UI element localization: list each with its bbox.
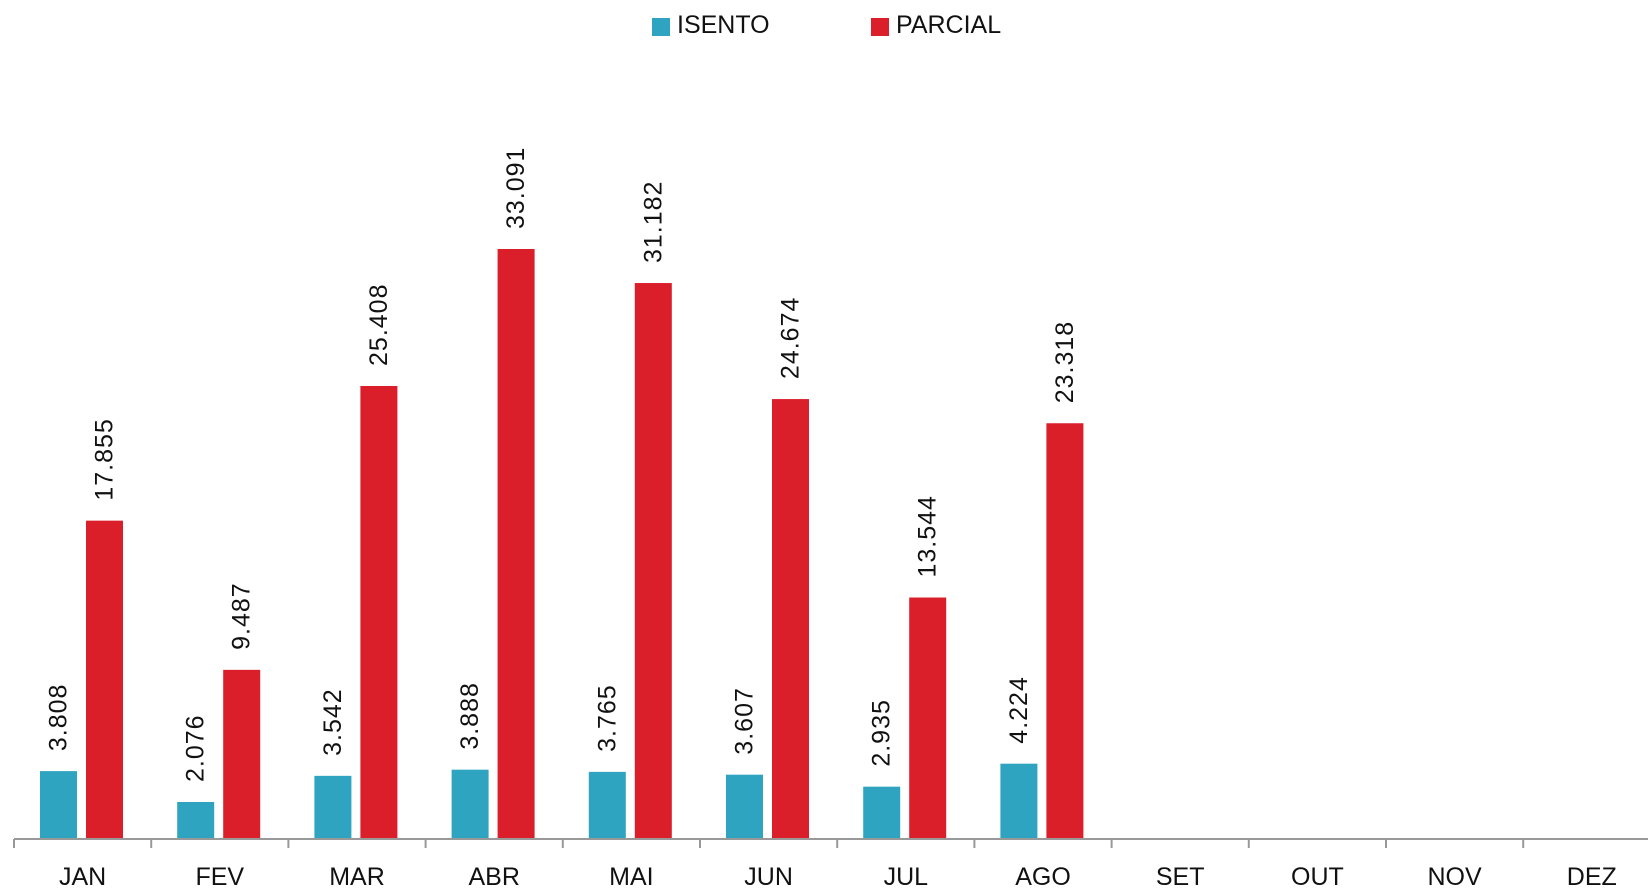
bar-parcial-jul: [909, 597, 947, 839]
x-tick-label-fev: FEV: [195, 863, 244, 891]
x-axis-ticks: [13, 839, 1525, 848]
value-label-parcial-fev: 9.487: [228, 582, 256, 650]
value-label-parcial-abr: 33.091: [502, 147, 530, 229]
legend: ISENTO PARCIAL: [652, 11, 1001, 39]
bar-parcial-mai: [634, 283, 672, 839]
bar-isento-mar: [314, 775, 352, 839]
x-tick-label-jan: JAN: [59, 863, 106, 891]
value-label-parcial-mai: 31.182: [639, 181, 667, 263]
legend-item-parcial: PARCIAL: [871, 11, 1001, 39]
bars: [40, 249, 1084, 839]
bar-isento-fev: [177, 801, 215, 839]
bar-parcial-jun: [772, 399, 809, 839]
bar-isento-abr: [451, 769, 489, 839]
x-tick-label-out: OUT: [1291, 863, 1344, 891]
legend-label-isento: ISENTO: [677, 11, 770, 39]
legend-swatch-parcial: [871, 18, 889, 36]
x-axis-labels: JAN FEV MAR ABR MAI JUN JUL AGO SET OUT NOV DEZ: [59, 863, 1617, 891]
x-tick-label-abr: ABR: [468, 863, 519, 891]
x-tick-label-mar: MAR: [329, 863, 385, 891]
legend-swatch-isento: [652, 18, 670, 36]
x-tick-label-mai: MAI: [609, 863, 653, 891]
value-label-isento-mar: 3.542: [319, 688, 347, 756]
value-label-parcial-mar: 25.408: [365, 284, 393, 366]
x-tick-label-dez: DEZ: [1567, 863, 1617, 891]
x-tick-label-jul: JUL: [884, 863, 929, 891]
value-label-isento-fev: 2.076: [182, 714, 210, 782]
value-label-parcial-jun: 24.674: [777, 297, 805, 379]
value-labels: 3.808 17.855 2.076 9.487 3.542 25.408 3.888 33.…: [45, 147, 1079, 782]
bar-parcial-abr: [497, 249, 535, 839]
bar-isento-jul: [863, 786, 901, 839]
legend-label-parcial: PARCIAL: [896, 11, 1001, 39]
x-tick-label-nov: NOV: [1428, 863, 1483, 891]
value-label-parcial-jul: 13.544: [914, 495, 942, 577]
value-label-isento-jun: 3.607: [731, 687, 759, 755]
x-tick-label-jun: JUN: [744, 863, 793, 891]
bar-parcial-fev: [223, 669, 261, 839]
value-label-parcial-ago: 23.318: [1051, 321, 1079, 403]
bar-parcial-jan: [86, 520, 123, 839]
bar-isento-jun: [726, 774, 763, 839]
x-tick-label-ago: AGO: [1015, 863, 1071, 891]
value-label-isento-ago: 4.224: [1005, 676, 1033, 744]
x-tick-label-set: SET: [1156, 863, 1205, 891]
value-label-isento-mai: 3.765: [593, 684, 621, 752]
value-label-parcial-jan: 17.855: [91, 418, 119, 500]
bar-parcial-ago: [1046, 423, 1084, 839]
bar-isento-jan: [40, 771, 77, 839]
value-label-isento-jan: 3.808: [45, 684, 73, 752]
bar-isento-mai: [588, 771, 626, 839]
legend-item-isento: ISENTO: [652, 11, 770, 39]
value-label-isento-abr: 3.888: [456, 682, 484, 750]
bar-isento-ago: [1000, 763, 1038, 839]
value-label-isento-jul: 2.935: [868, 699, 896, 767]
bar-parcial-mar: [360, 385, 398, 839]
